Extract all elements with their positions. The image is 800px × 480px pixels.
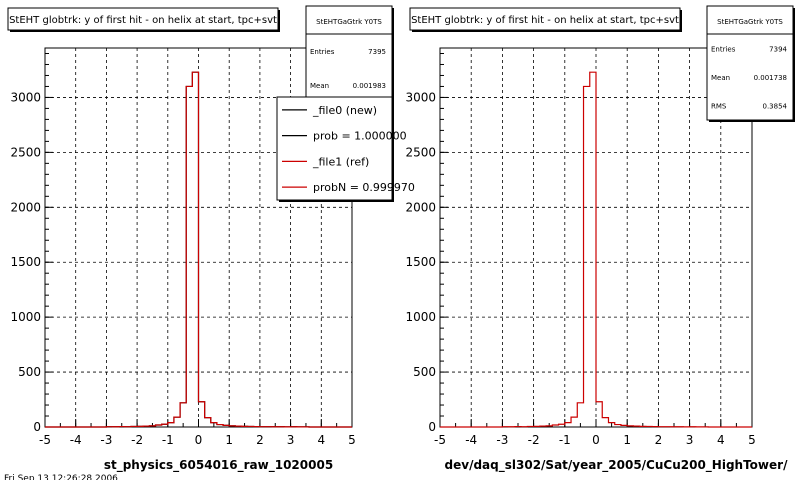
y-tick-label: 3000: [10, 90, 41, 104]
y-tick-label: 3000: [405, 90, 436, 104]
x-axis-label: dev/daq_sl302/Sat/year_2005/CuCu200_High…: [445, 458, 789, 473]
stats-label-rms: RMS: [711, 103, 727, 111]
legend: _file0 (new) prob = 1.000000 _file1 (ref) p…: [276, 96, 415, 202]
chart-panel-2: -5 -4 -3 -2 -1 0 1 2 3 4 5 0 500 1000 1500 2000 2500 3000…: [405, 5, 795, 473]
y-tick-label: 500: [413, 365, 436, 379]
x-tick-label: -1: [162, 433, 174, 447]
x-tick-label: 3: [287, 433, 295, 447]
stats-value-entries: 7395: [368, 48, 386, 56]
x-tick-label: -2: [131, 433, 143, 447]
x-tick-label: 2: [256, 433, 264, 447]
x-tick-label: 2: [655, 433, 663, 447]
x-tick-label: 5: [348, 433, 356, 447]
y-tick-label: 0: [428, 420, 436, 434]
stats-name: StEHTGaGtrk Y0TS: [717, 18, 783, 26]
legend-frame: [276, 96, 393, 201]
histogram-series-file1-ref: [45, 71, 352, 428]
legend-entry-label: probN = 0.999970: [313, 181, 415, 194]
stats-box: StEHTGaGtrk Y0TS Entries 7394 Mean 0.001738 R…: [706, 5, 795, 122]
y-tick-label: 1000: [405, 310, 436, 324]
x-tick-label: -5: [434, 433, 446, 447]
title-box: [409, 7, 681, 31]
y-tick-label: 2500: [10, 145, 41, 159]
stats-label-mean: Mean: [711, 74, 730, 82]
y-tick-label: 2000: [405, 200, 436, 214]
y-tick-label: 0: [33, 420, 41, 434]
x-tick-label: 3: [686, 433, 694, 447]
x-tick-label: -4: [465, 433, 477, 447]
legend-entry-label: _file1 (ref): [312, 155, 369, 168]
y-tick-label: 500: [18, 365, 41, 379]
x-tick-label: -5: [39, 433, 51, 447]
chart-panel-1: -5 -4 -3 -2 -1 0 1 2 3 4 5 0 500 1000 1500 2000 2500 3000…: [7, 5, 415, 473]
stats-value-mean: 0.001983: [353, 82, 386, 90]
x-tick-label: -3: [100, 433, 112, 447]
y-tick-label: 1500: [10, 255, 41, 269]
y-tick-label: 1000: [10, 310, 41, 324]
stats-value-entries: 7394: [769, 45, 787, 53]
x-tick-label: 0: [592, 433, 600, 447]
y-tick-label: 1500: [405, 255, 436, 269]
x-axis-label: st_physics_6054016_raw_1020005: [104, 458, 333, 473]
y-tick-label: 2500: [405, 145, 436, 159]
legend-entry-label: prob = 1.000000: [313, 130, 407, 143]
x-tick-label: -2: [528, 433, 540, 447]
legend-entry-label: _file0 (new): [312, 104, 377, 117]
footer-timestamp: Fri Sep 13 12:26:28 2006: [4, 474, 118, 480]
histogram-series-file1-ref: [440, 71, 752, 428]
stats-value-mean: 0.001738: [754, 74, 787, 82]
stats-label-entries: Entries: [711, 45, 736, 53]
stats-value-rms: 0.3854: [763, 103, 788, 111]
x-tick-label: 0: [195, 433, 203, 447]
stats-name: StEHTGaGtrk Y0TS: [316, 18, 382, 26]
x-tick-label: -1: [559, 433, 571, 447]
x-tick-label: 1: [225, 433, 233, 447]
axis-ticks: -5 -4 -3 -2 -1 0 1 2 3 4 5 0 500 1000 1500 2000 2500 3000: [405, 52, 756, 447]
chart-title: StEHT globtrk: y of first hit - on helix…: [411, 15, 679, 26]
title-box: [7, 7, 279, 31]
stats-frame: [706, 5, 794, 121]
x-tick-label: 4: [317, 433, 325, 447]
x-tick-label: -3: [496, 433, 508, 447]
stats-label-mean: Mean: [310, 82, 329, 90]
y-tick-label: 2000: [10, 200, 41, 214]
stats-label-entries: Entries: [310, 48, 335, 56]
x-tick-label: 4: [717, 433, 725, 447]
chart-title: StEHT globtrk: y of first hit - on helix…: [9, 15, 277, 26]
x-tick-label: 5: [748, 433, 756, 447]
x-tick-label: 1: [623, 433, 631, 447]
x-tick-label: -4: [70, 433, 82, 447]
